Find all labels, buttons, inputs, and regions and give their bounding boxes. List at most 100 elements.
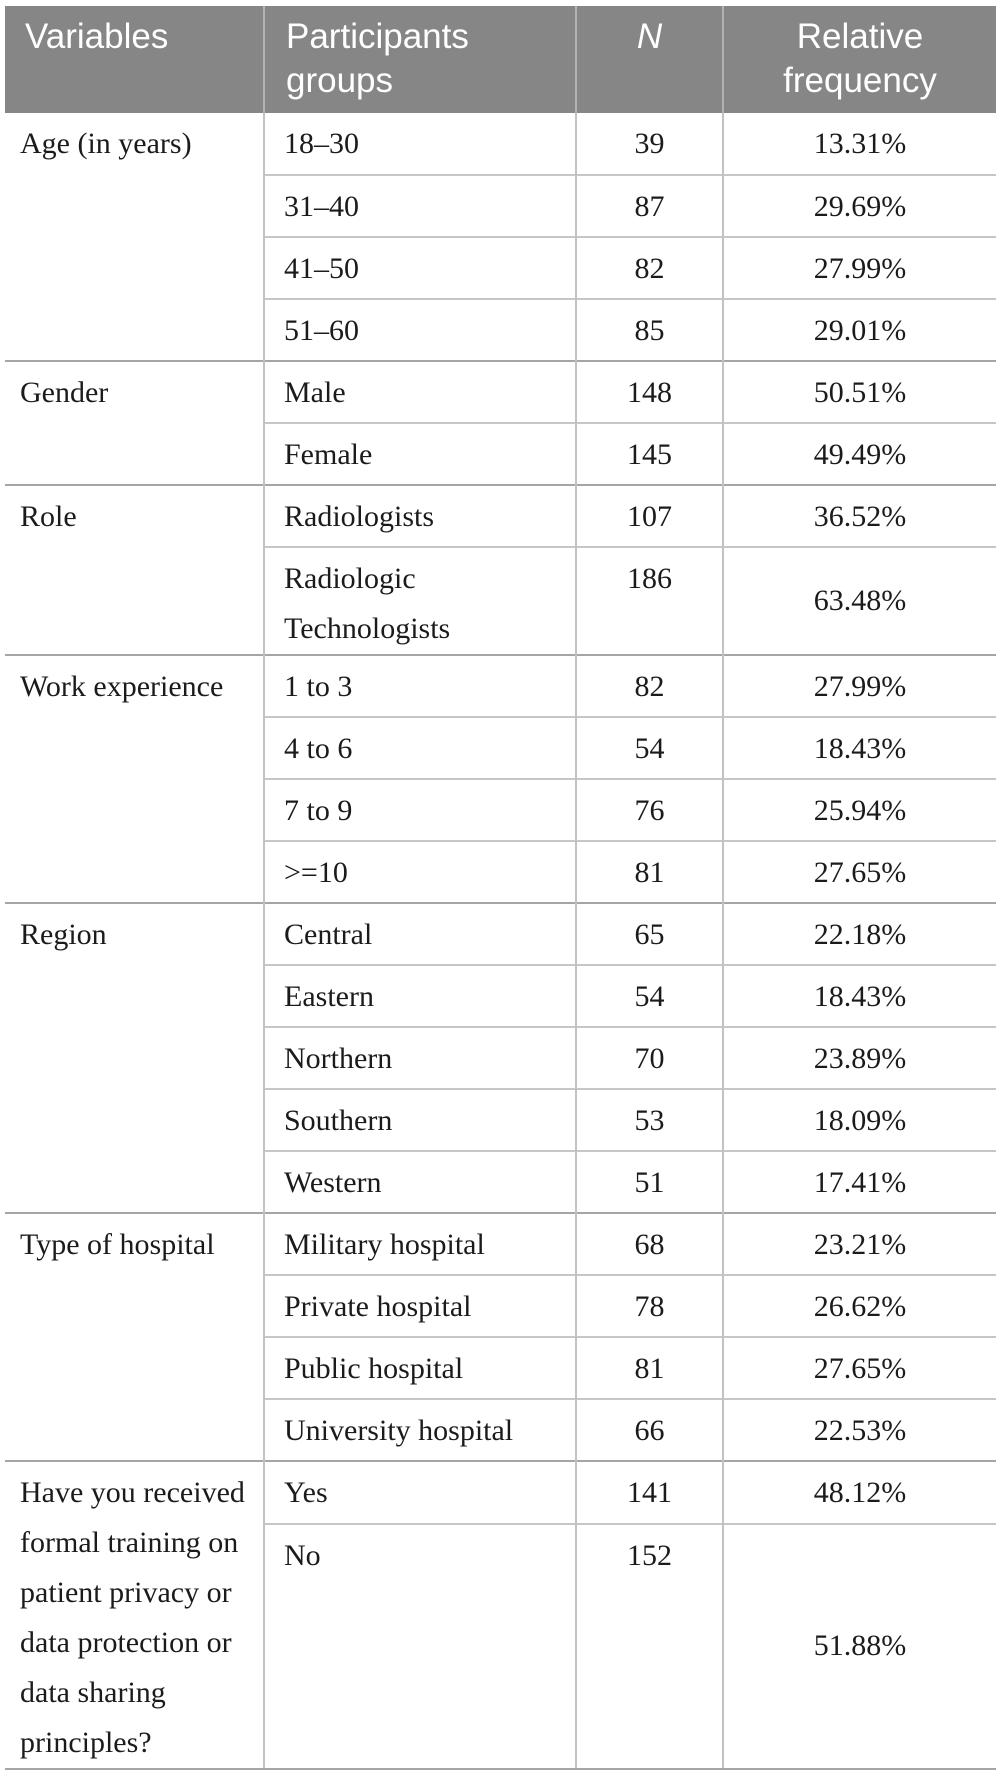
group-cell: Military hospital: [263, 1212, 576, 1275]
frequency-cell: 26.62%: [722, 1274, 996, 1337]
group-cell: University hospital: [263, 1398, 576, 1461]
group-cell: Eastern: [263, 964, 576, 1027]
frequency-cell: 27.65%: [722, 1336, 996, 1399]
n-cell: 107: [575, 484, 723, 547]
group-cell: Radiologists: [263, 484, 576, 547]
table-row: Work experience 1 to 3 82 27.99%: [5, 654, 996, 903]
frequency-cell: 13.31%: [722, 113, 996, 175]
n-cell: 82: [575, 654, 723, 717]
n-cell: 87: [575, 174, 723, 237]
n-cell: 152: [575, 1522, 723, 1771]
frequency-cell: 18.09%: [722, 1088, 996, 1151]
n-cell: 76: [575, 778, 723, 841]
n-cell: 141: [575, 1460, 723, 1524]
n-cell: 148: [575, 360, 723, 423]
frequency-cell: 25.94%: [722, 778, 996, 841]
frequency-cell: 49.49%: [722, 422, 996, 485]
variable-cell: Age (in years): [20, 127, 192, 160]
n-cell: 82: [575, 236, 723, 299]
group-cell: No: [263, 1522, 576, 1771]
group-cell: 51–60: [263, 298, 576, 361]
group-cell: Western: [263, 1150, 576, 1213]
group-cell: Radiologic Technologists: [263, 546, 576, 655]
frequency-cell: 18.43%: [722, 964, 996, 1027]
n-cell: 145: [575, 422, 723, 485]
group-cell: 18–30: [263, 113, 576, 175]
group-cell: Public hospital: [263, 1336, 576, 1399]
n-cell: 39: [575, 113, 723, 175]
table-row: Public hospital 81 27.65%: [5, 1336, 996, 1399]
table-row: Type of hospital Military hospital 68 23…: [5, 1212, 996, 1461]
group-cell: Southern: [263, 1088, 576, 1151]
group-cell: 7 to 9: [263, 778, 576, 841]
column-header-variables: Variables: [5, 6, 264, 113]
n-cell: 81: [575, 840, 723, 903]
frequency-cell: 51.88%: [722, 1522, 996, 1771]
header-row: Variables Participants groups N Relative…: [5, 6, 996, 113]
frequency-cell: 22.53%: [722, 1398, 996, 1461]
frequency-cell: 27.65%: [722, 840, 996, 903]
frequency-cell: 22.18%: [722, 902, 996, 965]
group-cell: Yes: [263, 1460, 576, 1524]
frequency-cell: 18.43%: [722, 716, 996, 779]
group-cell: Private hospital: [263, 1274, 576, 1337]
table-row: 4 to 6 54 18.43%: [5, 716, 996, 779]
n-cell: 65: [575, 902, 723, 965]
column-header-n: N: [575, 6, 723, 113]
table-row: 7 to 9 76 25.94%: [5, 778, 996, 841]
table-row: Southern 53 18.09%: [5, 1088, 996, 1151]
table-row: Female 145 49.49%: [5, 422, 996, 485]
n-cell: 70: [575, 1026, 723, 1089]
column-header-participants-groups: Participants groups: [263, 6, 576, 113]
n-cell: 78: [575, 1274, 723, 1337]
table-row: University hospital 66 22.53%: [5, 1398, 996, 1461]
table-row: 41–50 82 27.99%: [5, 236, 996, 299]
variable-cell: Work experience: [5, 654, 264, 903]
group-cell: 1 to 3: [263, 654, 576, 717]
frequency-cell: 48.12%: [722, 1460, 996, 1524]
frequency-cell: 36.52%: [722, 484, 996, 547]
group-cell: Northern: [263, 1026, 576, 1089]
table-row: Eastern 54 18.43%: [5, 964, 996, 1027]
frequency-cell: 63.48%: [722, 546, 996, 655]
group-cell: Female: [263, 422, 576, 485]
group-cell: 41–50: [263, 236, 576, 299]
table-row: Private hospital 78 26.62%: [5, 1274, 996, 1337]
table-row: Radiologic Technologists 186 63.48%: [5, 546, 996, 655]
n-cell: 66: [575, 1398, 723, 1461]
table-row: Northern 70 23.89%: [5, 1026, 996, 1089]
frequency-cell: 29.01%: [722, 298, 996, 361]
group-cell: 31–40: [263, 174, 576, 237]
variable-cell: Role: [5, 484, 264, 655]
n-cell: 54: [575, 964, 723, 1027]
frequency-cell: 27.99%: [722, 654, 996, 717]
n-cell: 54: [575, 716, 723, 779]
n-cell: 186: [575, 546, 723, 655]
table-row: Region Central 65 22.18%: [5, 902, 996, 1213]
table-row: Have you received formal training on pat…: [5, 1460, 996, 1770]
n-cell: 81: [575, 1336, 723, 1399]
frequency-cell: 29.69%: [722, 174, 996, 237]
group-cell: 4 to 6: [263, 716, 576, 779]
variable-cell: Have you received formal training on pat…: [5, 1460, 264, 1770]
table-row: Age (in years) 18–30 39 13.31%: [5, 113, 996, 175]
group-cell: Central: [263, 902, 576, 965]
frequency-cell: 17.41%: [722, 1150, 996, 1213]
n-cell: 85: [575, 298, 723, 361]
group-cell: >=10: [263, 840, 576, 903]
table-row: Gender Male 148 50.51%: [5, 360, 996, 485]
variable-cell: Region: [5, 902, 264, 1213]
group-cell: Male: [263, 360, 576, 423]
table-row: No 152 51.88%: [5, 1522, 996, 1771]
n-cell: 53: [575, 1088, 723, 1151]
table-row: Role Radiologists 107 36.52%: [5, 484, 996, 655]
frequency-cell: 23.89%: [722, 1026, 996, 1089]
variable-cell: Gender: [5, 360, 264, 485]
n-cell: 68: [575, 1212, 723, 1275]
participants-demographics-table: Variables Participants groups N Relative…: [5, 6, 996, 1771]
column-header-relative-frequency: Relative frequency: [722, 6, 996, 113]
frequency-cell: 27.99%: [722, 236, 996, 299]
n-cell: 51: [575, 1150, 723, 1213]
table-row: 31–40 87 29.69%: [5, 174, 996, 237]
